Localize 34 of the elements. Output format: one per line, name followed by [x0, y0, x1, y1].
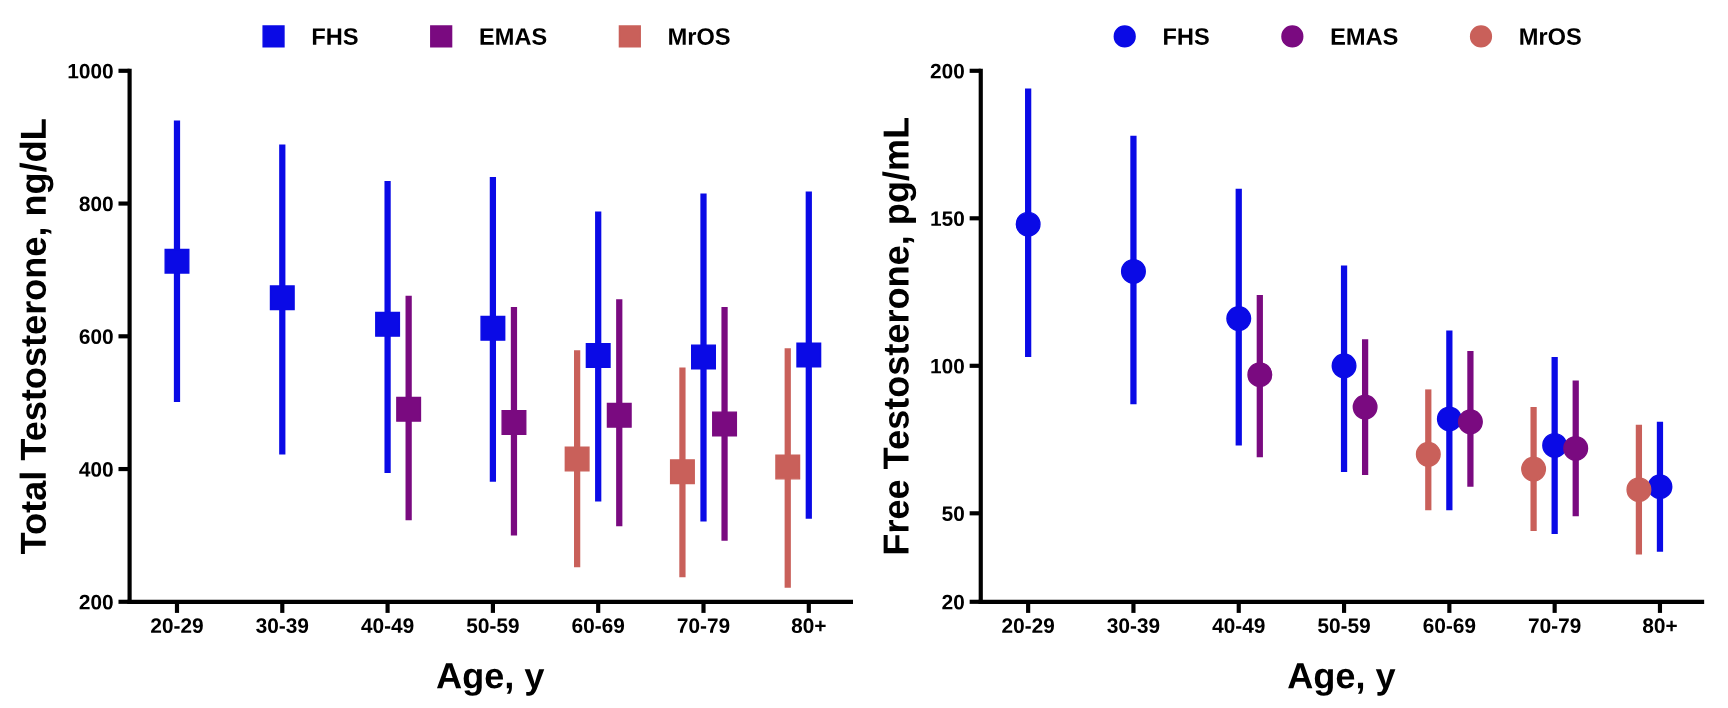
x-tick-label: 30-39 [1107, 618, 1160, 634]
x-tick-label: 30-39 [256, 618, 309, 634]
y-tick-label: 400 [79, 462, 113, 477]
x-tick-label: 80+ [1642, 618, 1677, 634]
legend-label: MrOS [1520, 28, 1581, 45]
x-axis-title: Age, y [1288, 663, 1396, 696]
y-tick-label: 1000 [68, 63, 113, 79]
x-tick-label: 20-29 [1002, 618, 1055, 634]
x-tick-label: 50-59 [466, 618, 519, 634]
legend-label: EMAS [480, 28, 547, 45]
x-tick-label: 80+ [791, 618, 826, 634]
y-tick-label: 200 [79, 594, 113, 610]
x-tick-label: 70-79 [1528, 618, 1581, 634]
y-axis-title: Free Testosterone, pg/mL [882, 118, 917, 554]
x-tick-label: 70-79 [677, 618, 730, 634]
y-tick-label: 800 [79, 196, 113, 212]
x-tick-label: 20-29 [151, 618, 203, 634]
y-tick-label: 100 [931, 358, 964, 374]
y-tick-label: 150 [931, 211, 964, 227]
legend-label: FHS [312, 28, 358, 45]
y-tick-label: 20 [942, 594, 964, 610]
x-axis-title: Age, y [436, 663, 545, 696]
x-tick-label: 60-69 [572, 618, 625, 634]
y-axis-title: Total Testosterone, ng/dL [19, 119, 54, 554]
y-tick-label: 600 [79, 329, 113, 345]
x-tick-label: 40-49 [361, 618, 414, 634]
y-tick-label: 200 [930, 63, 964, 79]
x-tick-label: 60-69 [1423, 618, 1476, 634]
legend-label: FHS [1164, 28, 1209, 45]
legend-label: EMAS [1331, 28, 1398, 45]
legend-label: MrOS [669, 28, 730, 45]
x-tick-label: 50-59 [1318, 618, 1370, 634]
x-tick-label: 40-49 [1212, 618, 1265, 634]
y-tick-label: 50 [942, 506, 964, 522]
